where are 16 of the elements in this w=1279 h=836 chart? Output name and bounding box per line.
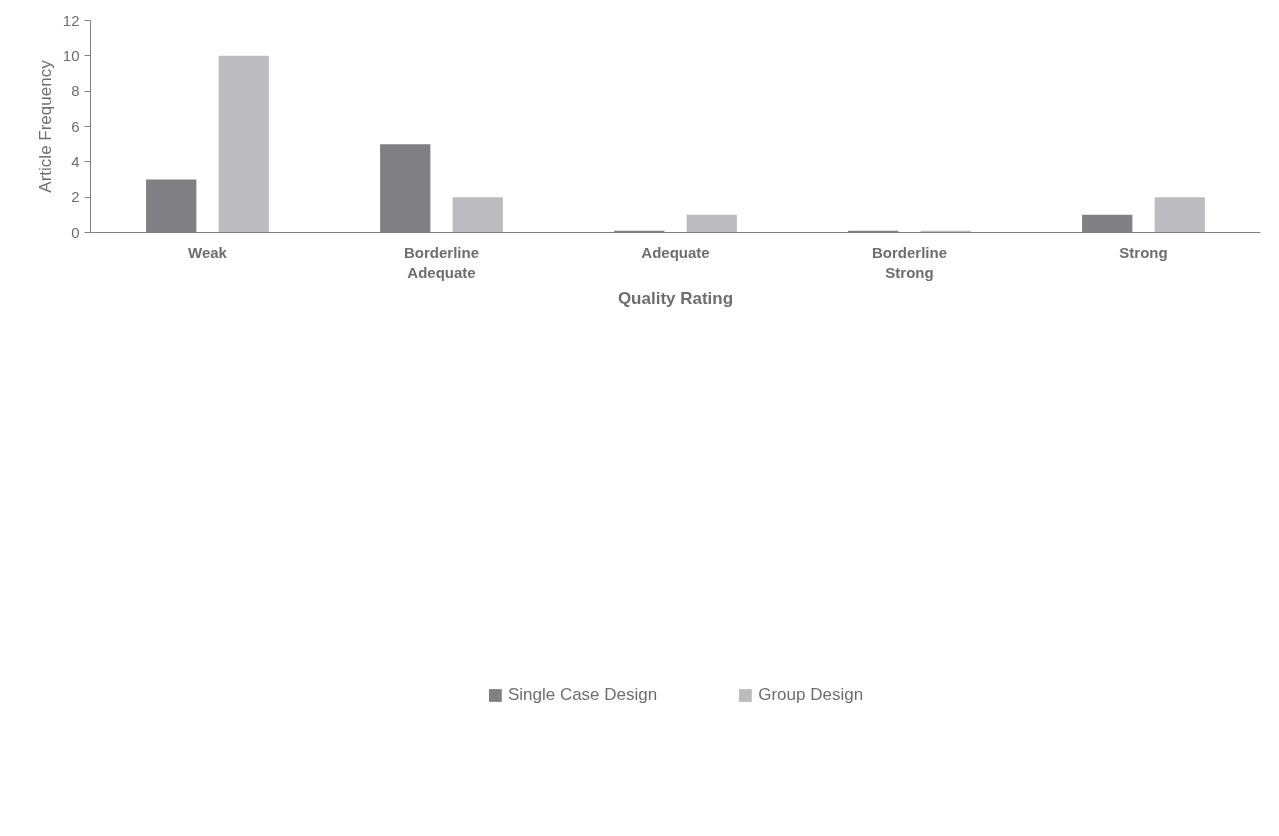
legend-label: Group Design [758, 685, 864, 705]
x-axis-title: Quality Rating [617, 288, 734, 308]
legend-label: Single Case Design [507, 685, 658, 705]
y-tick-label: 10 [62, 46, 80, 64]
y-tick-label: 12 [62, 11, 80, 29]
y-tick-label: 8 [71, 82, 80, 100]
y-tick-label: 4 [71, 152, 80, 170]
x-tick-label: Strong [1119, 243, 1168, 261]
x-tick-label: Weak [188, 243, 228, 261]
y-tick-label: 0 [71, 223, 80, 241]
x-tick-label: Borderline Strong [871, 243, 948, 281]
y-tick-label: 6 [71, 117, 80, 135]
y-axis-title: Article Frequency [35, 59, 55, 193]
x-tick-label: Adequate [641, 243, 710, 261]
x-tick-label: Borderline Adequate [403, 243, 480, 281]
y-tick-label: 2 [71, 188, 80, 206]
